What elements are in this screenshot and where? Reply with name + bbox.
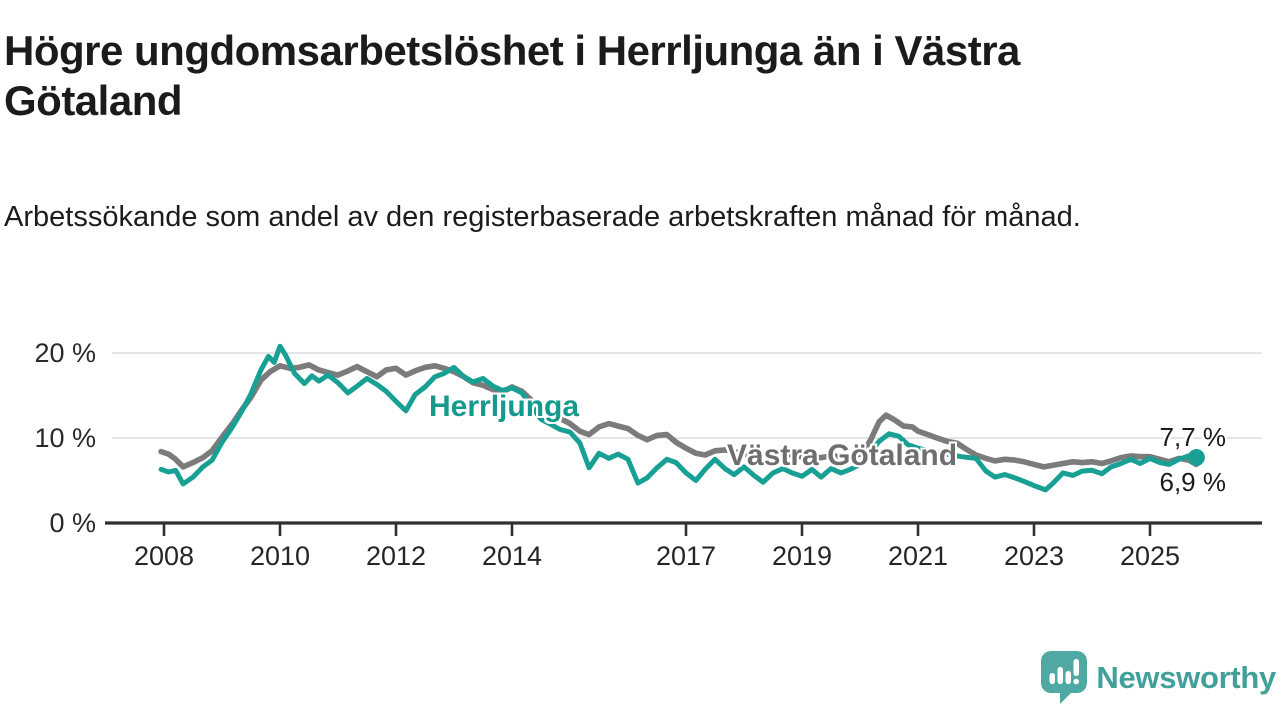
newsworthy-brand: Newsworthy [1041,650,1276,706]
series-line-herrljunga [158,343,1199,493]
x-tick-label: 2019 [771,541,833,571]
x-tick-label: 2010 [249,541,311,571]
x-tick-label: 2012 [365,541,427,571]
series-label-herrljunga: Herrljunga [429,390,580,423]
chart-title: Högre ungdomsarbetslöshet i Herrljunga ä… [4,27,1020,124]
series-label-vastra-gotaland: Västra Götaland [727,439,958,472]
x-tick-label: 2021 [887,541,949,571]
end-value-label-vastra-gotaland: 6,9 % [1159,467,1227,497]
newsworthy-brand-text: Newsworthy [1096,660,1276,695]
series-end-dot [1187,449,1205,467]
x-tick-label: 2023 [1003,541,1065,571]
x-tick-label: 2017 [655,541,717,571]
x-tick-label: 2014 [481,541,543,571]
end-value-label-herrljunga: 7,7 % [1159,422,1227,452]
y-tick-label: 0 % [49,508,96,538]
x-tick-label: 2025 [1119,541,1181,571]
y-tick-label: 10 % [34,423,96,453]
chart-subtitle: Arbetssökande som andel av den registerb… [4,201,1081,233]
newsworthy-logo-icon [1041,651,1088,704]
x-tick-label: 2008 [133,541,195,571]
series-line-v-stra-g-taland [158,362,1200,470]
y-tick-label: 20 % [34,338,96,368]
